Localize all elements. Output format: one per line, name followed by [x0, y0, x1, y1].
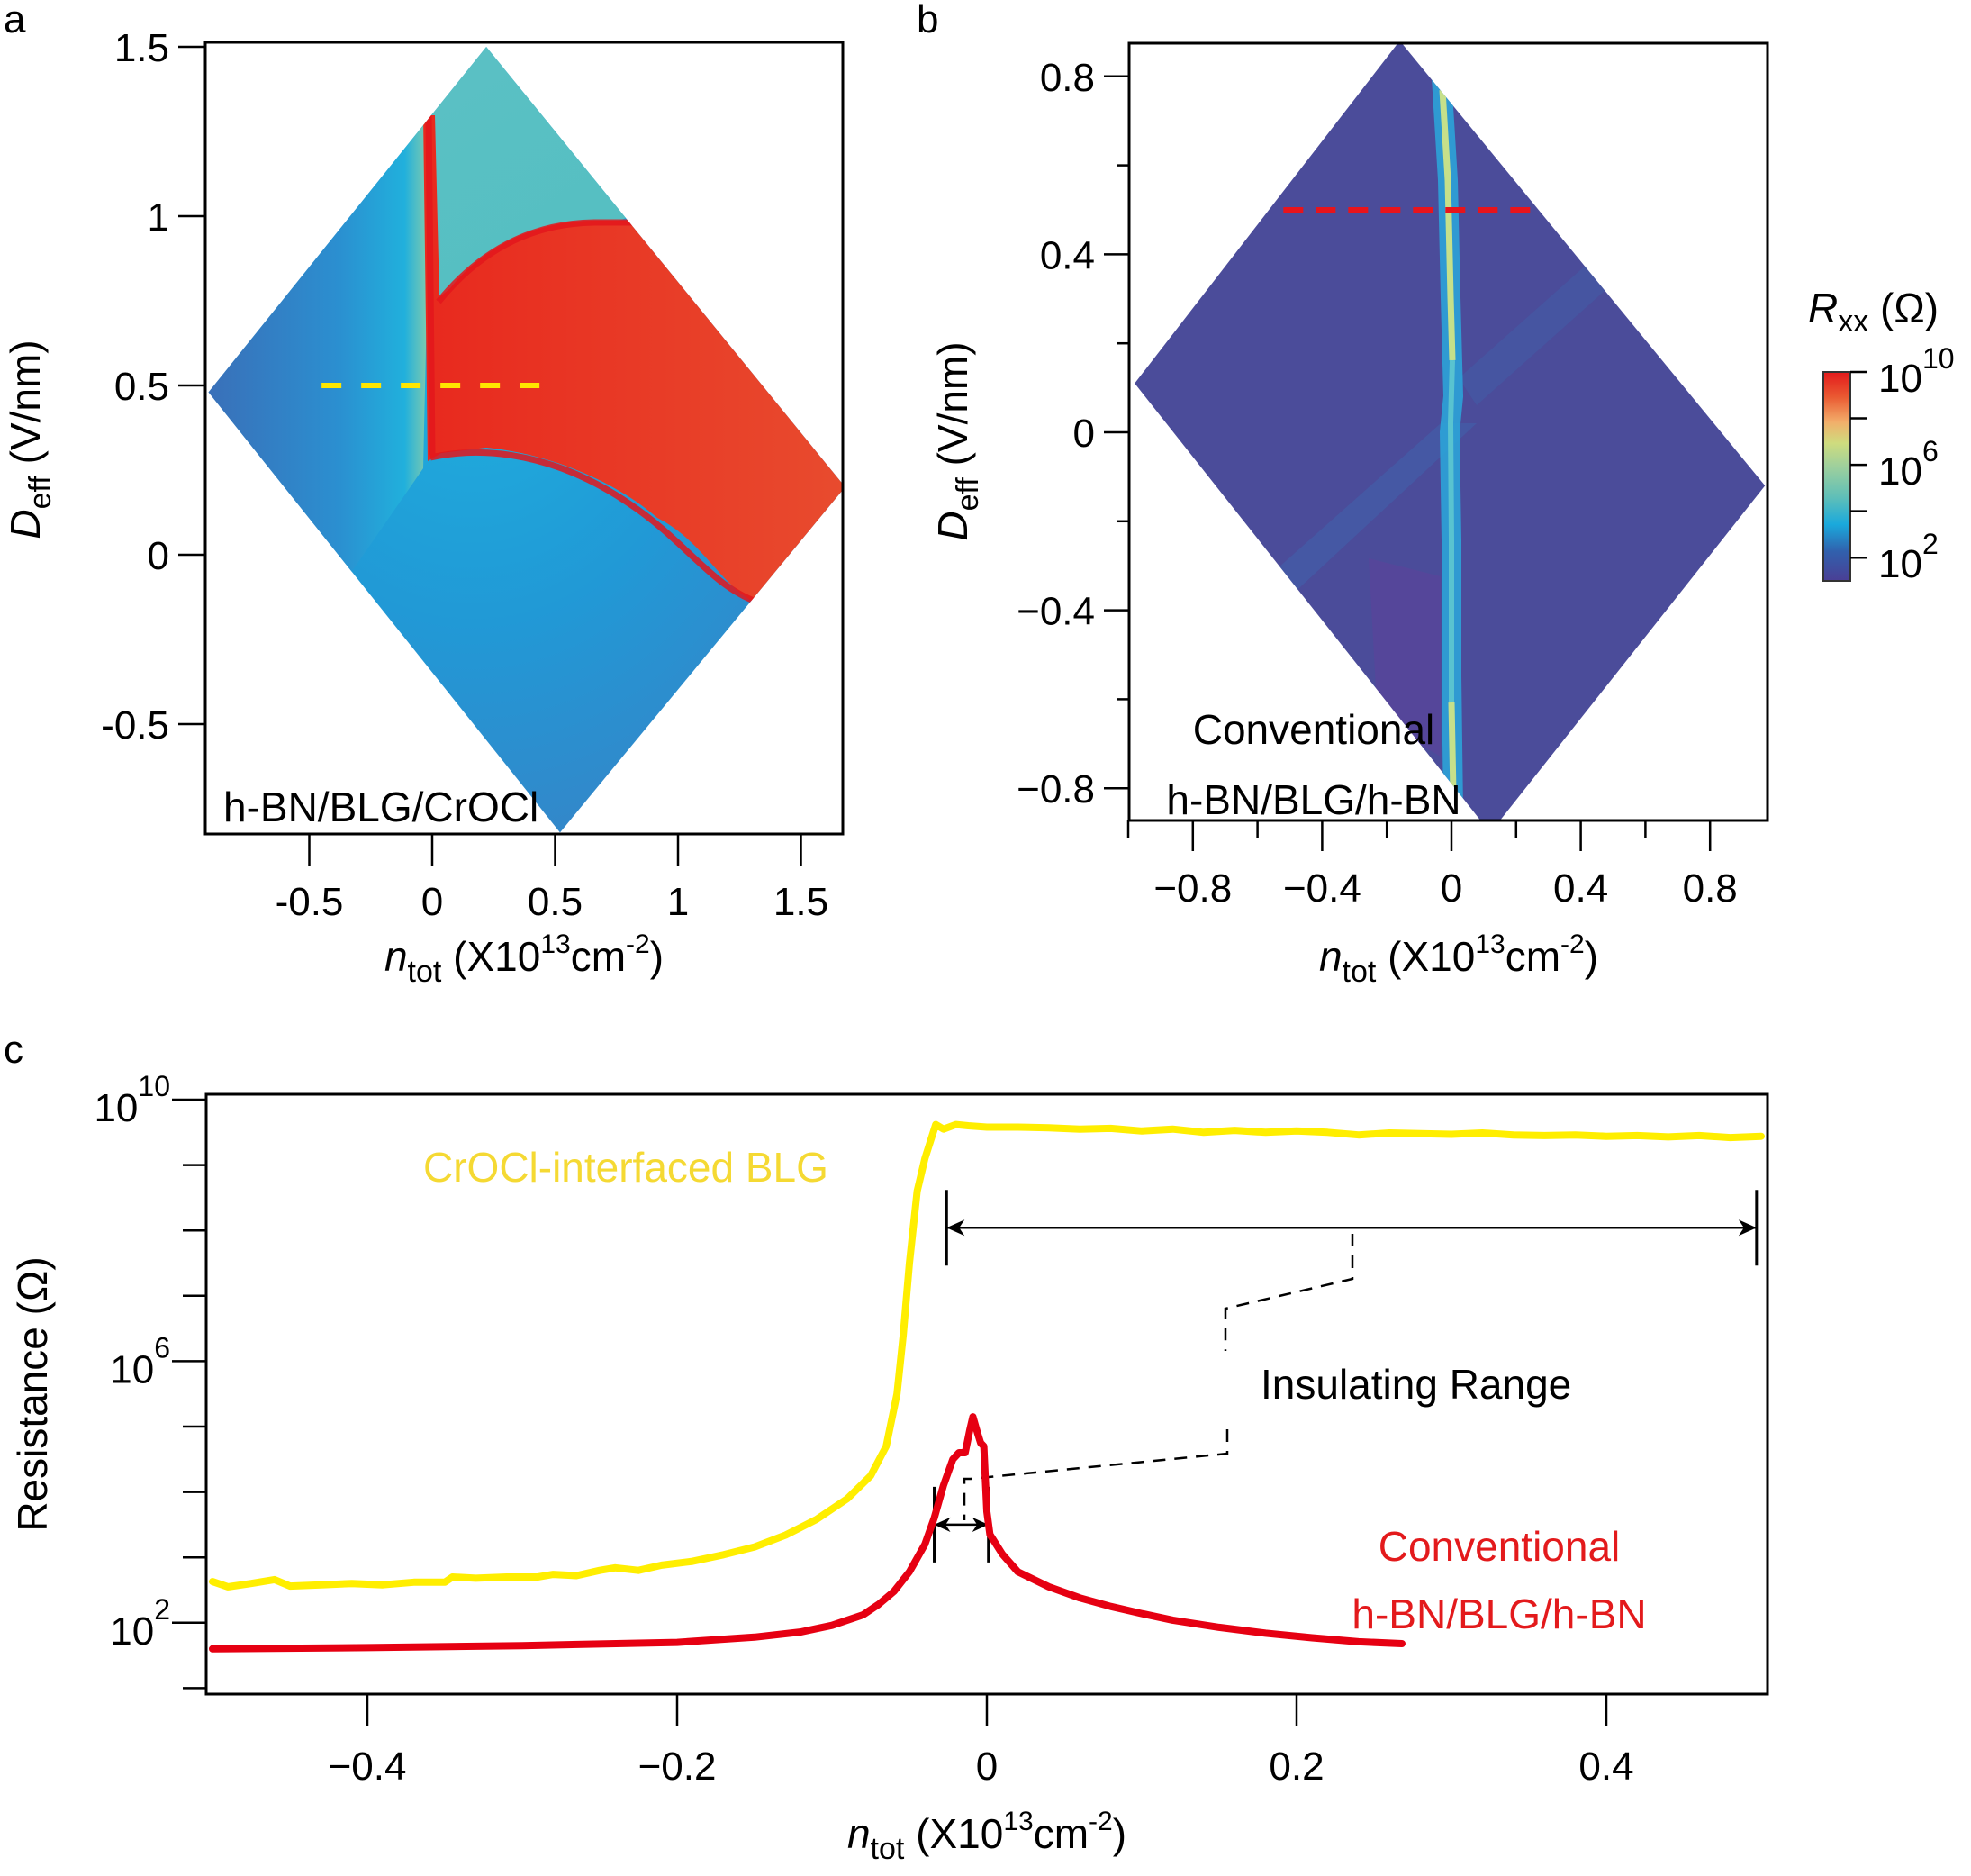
panel-b-yaxis: 0.8 0.4 0 −0.4 −0.8 — [1017, 56, 1129, 811]
ytick-label: −0.4 — [1017, 590, 1095, 634]
xtick-label: 0 — [1441, 866, 1462, 911]
series-label-conventional-line1: Conventional — [1379, 1523, 1621, 1570]
heatmap-a-left-region — [208, 47, 427, 585]
panel-b-sample-label-line2: h-BN/BLG/h-BN — [1166, 776, 1460, 823]
xtick-label: 0.5 — [528, 880, 583, 924]
ytick-label: 106 — [110, 1331, 170, 1391]
arrowhead-left — [946, 1219, 965, 1237]
panel-c-xaxis: −0.4 −0.2 0 0.2 0.4 — [329, 1694, 1634, 1789]
xtick-label: 0 — [976, 1745, 998, 1789]
ytick-label: 1010 — [94, 1070, 170, 1130]
panel-a-frame — [203, 41, 845, 836]
heatmap-b-cnp-core — [1439, 89, 1457, 793]
heatmap-a-insulating-edge — [425, 114, 758, 605]
ytick-label: 0.4 — [1040, 233, 1095, 277]
panel-c-label: c — [4, 1028, 23, 1072]
ytick-label: -0.5 — [101, 703, 169, 748]
xtick-label: -0.5 — [276, 880, 344, 924]
xtick-label: 0.8 — [1683, 866, 1738, 911]
panel-c-xlabel: ntot (X1013cm-2) — [847, 1807, 1126, 1866]
xtick-label: 1.5 — [773, 880, 828, 924]
panel-a-label: a — [4, 0, 26, 41]
panel-b-xlabel: ntot (X1013cm-2) — [1319, 929, 1598, 989]
colorbar-tick-label: 102 — [1878, 528, 1939, 586]
panel-a-heatmap — [208, 47, 843, 833]
panel-a: a 1.5 1 0.5 0 -0.5 -0.5 0 0.5 1 1.5 h-BN/BLG/CrO… — [2, 0, 845, 989]
panel-c-series — [209, 1120, 1765, 1653]
xtick-label: −0.4 — [1283, 866, 1361, 911]
xtick-label: −0.2 — [638, 1745, 717, 1789]
ytick-label: 0.5 — [114, 365, 169, 409]
ytick-label: 102 — [110, 1593, 170, 1654]
panel-b: b 0.8 0.4 0 −0.4 −0.8 −0.8 −0.4 0 0.4 0.8 Conven… — [917, 0, 1769, 989]
panel-c-annotations — [933, 1190, 1759, 1563]
series-label-conventional-line2: h-BN/BLG/h-BN — [1352, 1591, 1646, 1637]
panel-a-xaxis: -0.5 0 0.5 1 1.5 — [276, 834, 828, 924]
ytick-label: 1.5 — [114, 26, 169, 70]
xtick-label: 0.4 — [1578, 1745, 1633, 1789]
series-label-crocl: CrOCl-interfaced BLG — [423, 1144, 828, 1191]
ytick-label: 0.8 — [1040, 56, 1095, 100]
connector-lower — [963, 1429, 1229, 1520]
panel-c: c 1010 106 102 −0.4 −0.2 0 0.2 0.4 CrOCl-inter… — [4, 1028, 1769, 1866]
xtick-label: −0.4 — [329, 1745, 407, 1789]
panel-a-yaxis: 1.5 1 0.5 0 -0.5 — [101, 26, 205, 748]
panel-b-xaxis: −0.8 −0.4 0 0.4 0.8 — [1126, 820, 1738, 911]
heatmap-b-cnp-core-mid — [1447, 359, 1455, 702]
xtick-label: 0 — [421, 880, 443, 924]
arrowhead-right — [1738, 1219, 1757, 1237]
panel-c-yaxis: 1010 106 102 — [94, 1070, 206, 1690]
arrowhead-right — [972, 1517, 989, 1532]
panel-a-ylabel: Deff (V/nm) — [2, 340, 58, 539]
panel-b-heatmap — [1135, 43, 1766, 820]
colorbar: Rxx (Ω) 1010 106 102 — [1808, 285, 1955, 586]
colorbar-title: Rxx (Ω) — [1808, 285, 1939, 339]
colorbar-ticks: 1010 106 102 — [1850, 342, 1955, 586]
arrowhead-left — [934, 1517, 951, 1532]
insulating-range-arrow-crocl — [945, 1190, 1759, 1266]
colorbar-gradient — [1822, 371, 1851, 582]
panel-b-ylabel: Deff (V/nm) — [929, 341, 985, 540]
connector-upper — [1224, 1234, 1354, 1351]
panel-a-sample-label: h-BN/BLG/CrOCl — [223, 784, 538, 830]
ytick-label: 1 — [148, 195, 169, 240]
colorbar-tick-label: 106 — [1878, 435, 1939, 494]
series-line-crocl — [209, 1120, 1765, 1591]
ytick-label: 0 — [148, 534, 169, 578]
panel-b-sample-label-line1: Conventional — [1193, 706, 1435, 753]
ytick-label: −0.8 — [1017, 767, 1095, 811]
panel-a-xlabel: ntot (X1013cm-2) — [384, 929, 664, 989]
xtick-label: −0.8 — [1153, 866, 1232, 911]
ytick-label: 0 — [1073, 412, 1095, 456]
xtick-label: 0.2 — [1269, 1745, 1324, 1789]
xtick-label: 1 — [667, 880, 689, 924]
colorbar-tick-label: 1010 — [1878, 342, 1955, 401]
panel-b-label: b — [917, 0, 938, 41]
series-line-conventional — [209, 1413, 1406, 1653]
xtick-label: 0.4 — [1553, 866, 1608, 911]
panel-c-ylabel: Resistance (Ω) — [9, 1256, 56, 1531]
insulating-range-label: Insulating Range — [1261, 1361, 1571, 1408]
